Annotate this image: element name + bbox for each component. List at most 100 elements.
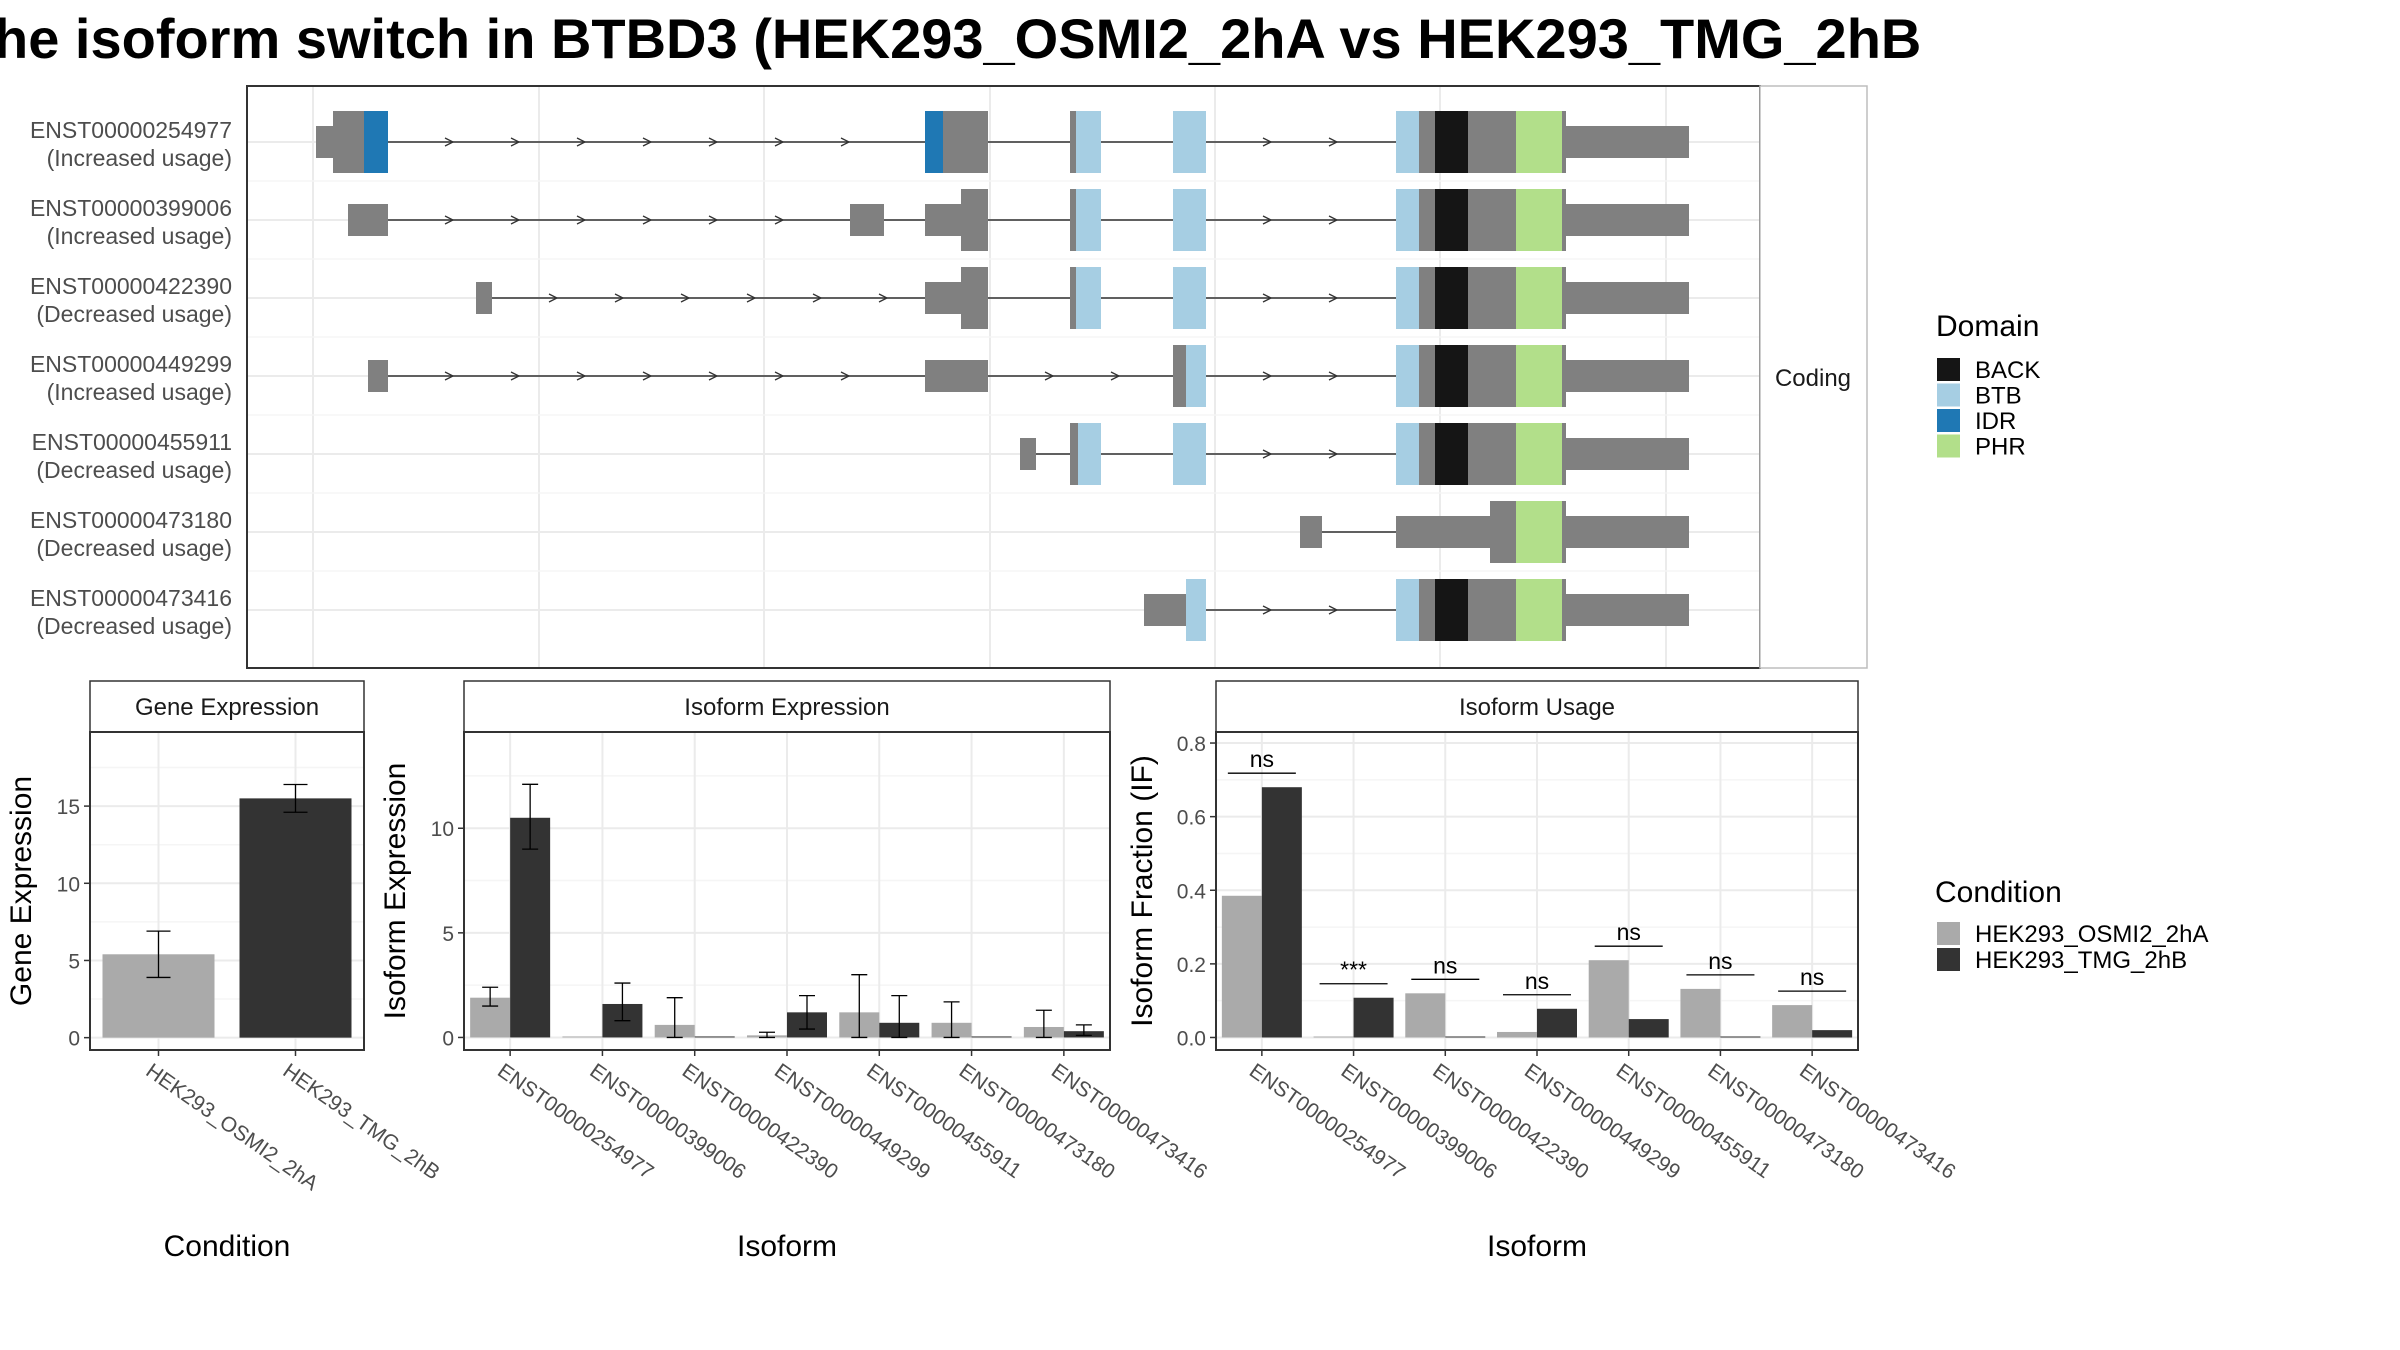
strand-arrow <box>1110 371 1121 381</box>
legend-key-condition-2 <box>1937 948 1960 971</box>
exon-block <box>333 111 364 173</box>
exon-block <box>1562 423 1566 485</box>
exon-block <box>1562 579 1566 641</box>
exon-block <box>316 126 333 158</box>
error-bar <box>614 982 631 1022</box>
significance-label: ns <box>1250 746 1274 772</box>
bar <box>1537 1008 1577 1038</box>
transcript-ENST00000473180 <box>1300 501 1689 563</box>
domain-BTB <box>1173 423 1206 485</box>
exon-block <box>1566 204 1689 236</box>
bar <box>1772 1005 1813 1038</box>
strand-arrow <box>708 371 719 381</box>
exon-block <box>925 204 961 236</box>
facet-strip <box>1759 85 1868 669</box>
strand-arrow <box>1044 371 1055 381</box>
y-tick-label: 10 <box>431 818 454 841</box>
strand-arrow <box>1328 215 1339 225</box>
domain-BTB <box>1173 111 1206 173</box>
panel-title: Isoform Usage <box>1459 694 1615 721</box>
domain-PHR <box>1516 111 1562 173</box>
x-tick-label: ENST00000473180 <box>1704 1059 1868 1184</box>
domain-IDR <box>925 111 943 173</box>
strand-arrow <box>1262 449 1273 459</box>
domain-PHR <box>1516 189 1562 251</box>
significance-label: ns <box>1708 948 1732 974</box>
isoform-usage-note: (Increased usage) <box>47 379 232 405</box>
domain-BACK <box>1435 267 1468 329</box>
y-axis-title: Isoform Fraction (IF) <box>1126 755 1159 1027</box>
strand-arrow <box>510 371 521 381</box>
domain-BTB <box>1396 345 1419 407</box>
domain-BACK <box>1435 345 1468 407</box>
significance-label: ns <box>1525 968 1549 994</box>
x-tick-label: ENST00000399006 <box>586 1059 750 1184</box>
y-tick-label: 15 <box>57 796 80 819</box>
exon-block <box>1562 345 1566 407</box>
exon-block <box>1566 360 1689 392</box>
strand-arrow <box>576 371 587 381</box>
significance-label: ns <box>1617 919 1641 945</box>
error-bar <box>666 997 683 1039</box>
transcript-ENST00000399006 <box>348 189 1689 251</box>
legend-label-PHR: PHR <box>1975 434 2026 461</box>
significance-label: ns <box>1800 964 1824 990</box>
x-tick-label: ENST00000422390 <box>678 1059 842 1184</box>
transcript-ENST00000473416 <box>1144 579 1689 641</box>
isoform-usage-note: (Increased usage) <box>47 223 232 249</box>
strand-arrow <box>774 371 785 381</box>
x-tick-label: ENST00000399006 <box>1337 1059 1501 1184</box>
exon-block <box>1468 579 1516 641</box>
exon-block <box>1562 111 1566 173</box>
bar <box>1445 1036 1486 1038</box>
exon-block <box>943 111 988 173</box>
exon-block <box>1562 189 1566 251</box>
domain-PHR <box>1516 423 1562 485</box>
x-tick-label: ENST00000254977 <box>1245 1059 1409 1184</box>
exon-block <box>1070 423 1078 485</box>
exon-block <box>1468 345 1516 407</box>
exon-block <box>1173 345 1186 407</box>
strand-arrow <box>1328 449 1339 459</box>
strand-arrow <box>708 215 719 225</box>
panel-strip <box>463 680 1111 733</box>
error-bar <box>482 986 499 1007</box>
bar <box>1497 1031 1537 1038</box>
exon-block <box>1468 423 1516 485</box>
bar <box>1261 787 1302 1038</box>
domain-BACK <box>1435 579 1468 641</box>
strand-arrow <box>812 293 823 303</box>
legend-key-PHR <box>1937 434 1960 458</box>
bar <box>1353 997 1394 1038</box>
error-bar <box>146 930 171 979</box>
domain-BTB <box>1173 189 1206 251</box>
exon-block <box>1468 189 1516 251</box>
bar <box>1221 895 1262 1038</box>
isoform-id-label: ENST00000455911 <box>32 429 232 455</box>
x-axis-title: Condition <box>164 1230 291 1263</box>
error-bar <box>943 1001 960 1039</box>
exon-block <box>1070 189 1076 251</box>
strand-arrow <box>1328 605 1339 615</box>
bar <box>694 1036 735 1038</box>
y-tick-label: 0.2 <box>1177 954 1206 977</box>
error-bar <box>1035 1009 1052 1039</box>
error-bar <box>799 994 815 1030</box>
exon-block <box>1562 267 1566 329</box>
y-tick-label: 5 <box>442 923 454 946</box>
isoform-id-label: ENST00000473180 <box>30 507 232 533</box>
strand-arrow <box>1328 137 1339 147</box>
y-tick-label: 0.6 <box>1177 807 1206 830</box>
exon-block <box>1144 594 1186 626</box>
transcript-ENST00000422390 <box>476 267 1689 329</box>
x-axis-title: Isoform <box>737 1230 837 1263</box>
x-tick-label: ENST00000473416 <box>1795 1059 1959 1184</box>
legend-label-IDR: IDR <box>1975 408 2016 435</box>
error-bar <box>1075 1024 1092 1037</box>
x-tick-label: ENST00000473416 <box>1047 1059 1211 1184</box>
panel-title: Isoform Expression <box>684 694 889 721</box>
domain-BTB <box>1076 189 1101 251</box>
